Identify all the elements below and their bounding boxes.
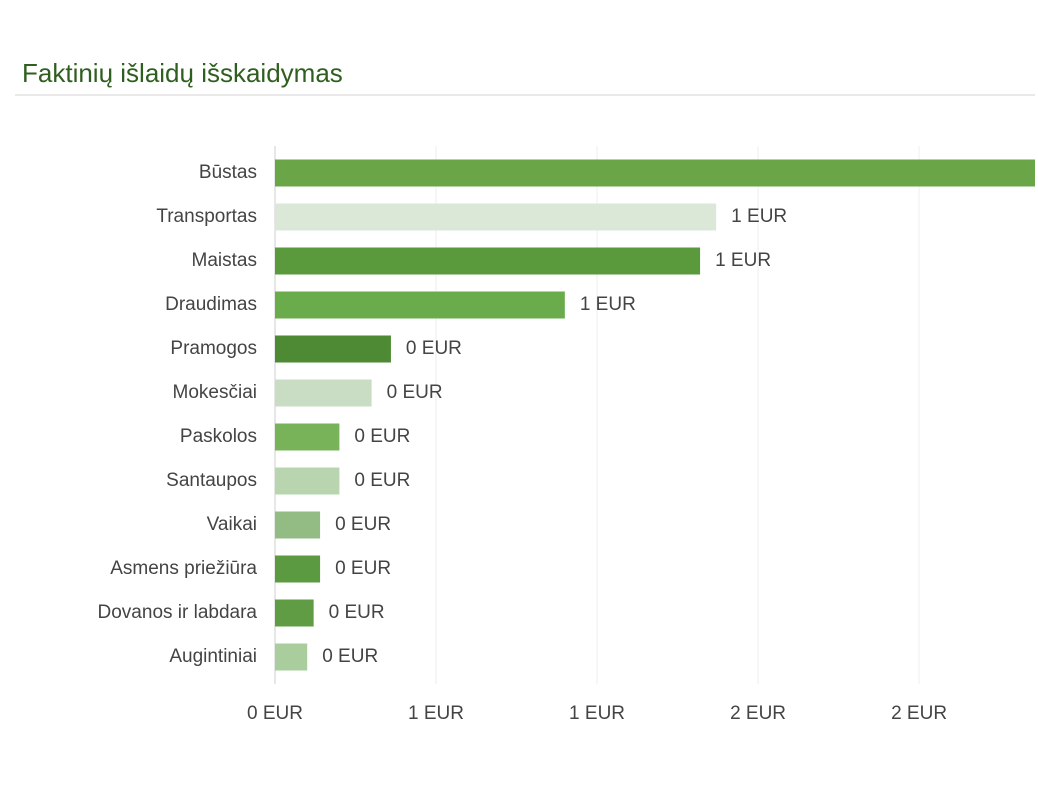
category-label: Augintiniai <box>169 646 257 667</box>
value-label: 0 EUR <box>329 602 385 623</box>
x-tick-label: 2 EUR <box>730 703 786 724</box>
value-label: 1 EUR <box>580 294 636 315</box>
category-label: Santaupos <box>166 470 257 491</box>
bar <box>275 511 321 539</box>
value-label: 0 EUR <box>335 558 391 579</box>
x-tick-label: 2 EUR <box>891 703 947 724</box>
bar <box>275 203 717 231</box>
category-label: Pramogos <box>170 338 257 359</box>
x-tick-label: 0 EUR <box>247 703 303 724</box>
category-label: Asmens priežiūra <box>110 558 257 579</box>
value-label: 1 EUR <box>731 206 787 227</box>
bar <box>275 379 372 407</box>
bar <box>275 599 314 627</box>
value-label: 1 EUR <box>715 250 771 271</box>
labels: 0 EUR 1 EUR 1 EUR 2 EUR 2 EUR Būstas Transport… <box>98 162 948 724</box>
value-label: 0 EUR <box>406 338 462 359</box>
category-label: Draudimas <box>165 294 257 315</box>
bar <box>275 643 308 671</box>
category-label: Paskolos <box>180 426 257 447</box>
value-label: 0 EUR <box>335 514 391 535</box>
bar <box>275 423 340 451</box>
bar <box>275 467 340 495</box>
value-label: 0 EUR <box>387 382 443 403</box>
category-label: Dovanos ir labdara <box>98 602 258 623</box>
x-tick-label: 1 EUR <box>569 703 625 724</box>
category-label: Būstas <box>199 162 257 183</box>
bar <box>275 335 391 363</box>
value-label: 0 EUR <box>322 646 378 667</box>
chart-title: Faktinių išlaidų išskaidymas <box>22 58 343 88</box>
category-label: Vaikai <box>207 514 257 535</box>
bar <box>275 247 701 275</box>
category-label: Maistas <box>192 250 257 271</box>
bars <box>275 159 1035 671</box>
value-label: 0 EUR <box>354 426 410 447</box>
value-label: 0 EUR <box>354 470 410 491</box>
bar <box>275 159 1035 187</box>
x-tick-label: 1 EUR <box>408 703 464 724</box>
bar <box>275 291 565 319</box>
grid <box>274 146 920 684</box>
category-label: Mokesčiai <box>173 382 257 403</box>
bar <box>275 555 321 583</box>
category-label: Transportas <box>156 206 257 227</box>
